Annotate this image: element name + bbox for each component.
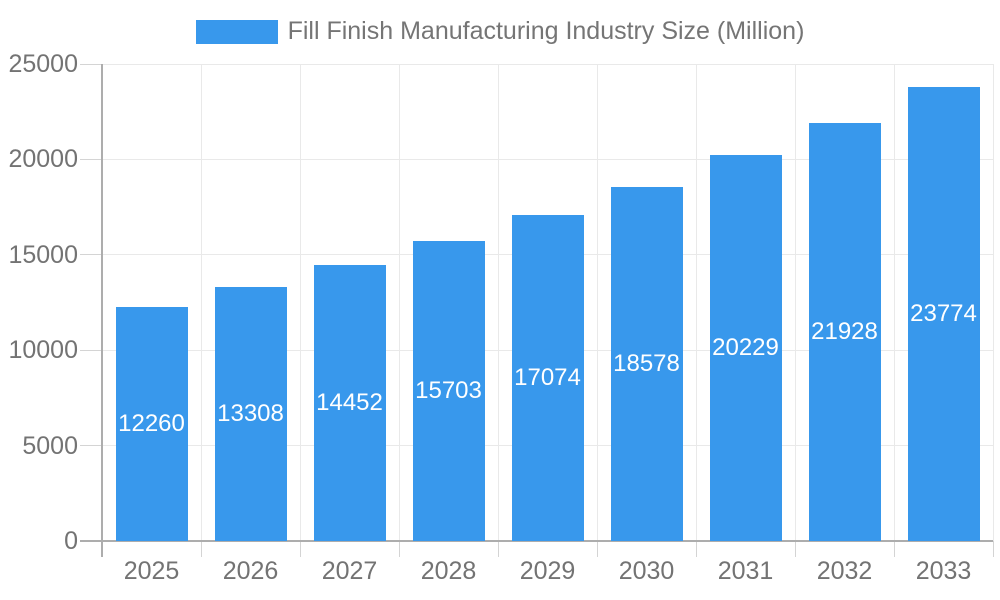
bar-2033 — [907, 87, 980, 541]
x-tick-label: 2033 — [915, 557, 972, 585]
x-tick-label: 2025 — [123, 557, 180, 585]
y-tick-label: 10000 — [8, 336, 78, 365]
bar-value-label: 18578 — [613, 349, 680, 377]
x-tick-mark — [497, 541, 499, 557]
x-gridline — [398, 64, 400, 541]
x-gridline — [497, 64, 499, 541]
bar-2027 — [313, 265, 386, 541]
y-tick-label: 20000 — [8, 145, 78, 174]
bar-value-label: 20229 — [712, 334, 779, 361]
bar-value-label: 15703 — [415, 377, 482, 405]
y-tick-mark — [80, 349, 102, 351]
x-tick-mark — [893, 541, 895, 557]
y-tick-label: 5000 — [22, 431, 78, 460]
x-gridline — [695, 64, 697, 541]
y-tick-label: 15000 — [8, 240, 78, 269]
x-gridline — [299, 64, 301, 541]
bar-2026 — [214, 287, 287, 541]
x-tick-label: 2030 — [618, 557, 675, 585]
bar-2029 — [511, 215, 584, 541]
bar-value-label: 23774 — [910, 300, 977, 328]
bar-value-label: 21928 — [811, 317, 878, 345]
bar-value-label: 13308 — [217, 400, 284, 428]
bar-2025 — [115, 307, 188, 541]
x-gridline — [794, 64, 796, 541]
legend-swatch — [195, 19, 278, 44]
bar-2031 — [709, 155, 782, 541]
bar-value-label: 12260 — [118, 410, 185, 438]
x-gridline — [200, 64, 202, 541]
x-axis-line — [80, 540, 993, 542]
y-tick-label: 25000 — [8, 50, 78, 78]
y-gridline — [102, 63, 993, 65]
y-tick-mark — [80, 158, 102, 160]
bar-value-label: 17074 — [514, 364, 581, 392]
y-tick-label: 0 — [64, 527, 78, 555]
y-tick-mark — [80, 445, 102, 447]
y-gridline — [102, 158, 993, 160]
x-tick-mark — [200, 541, 202, 557]
x-tick-mark — [299, 541, 301, 557]
bar-2030 — [610, 186, 683, 541]
x-tick-mark — [992, 541, 994, 557]
bar-2032 — [808, 122, 881, 541]
x-tick-label: 2026 — [222, 557, 279, 585]
x-tick-mark — [596, 541, 598, 557]
y-tick-mark — [80, 254, 102, 256]
x-tick-mark — [695, 541, 697, 557]
x-gridline — [893, 64, 895, 541]
x-tick-label: 2029 — [519, 557, 576, 585]
x-tick-mark — [794, 541, 796, 557]
legend-label: Fill Finish Manufacturing Industry Size … — [287, 17, 805, 45]
x-tick-label: 2028 — [420, 557, 477, 585]
chart-legend[interactable]: Fill Finish Manufacturing Industry Size … — [0, 17, 1000, 46]
y-tick-mark — [80, 63, 102, 65]
bar-value-label: 14452 — [316, 389, 383, 417]
x-tick-label: 2032 — [816, 557, 873, 585]
x-tick-mark — [398, 541, 400, 557]
y-axis-line — [101, 64, 103, 557]
x-tick-label: 2031 — [717, 557, 774, 585]
x-gridline — [596, 64, 598, 541]
x-tick-label: 2027 — [321, 557, 378, 585]
x-gridline — [992, 64, 994, 541]
bar-2028 — [412, 241, 485, 541]
